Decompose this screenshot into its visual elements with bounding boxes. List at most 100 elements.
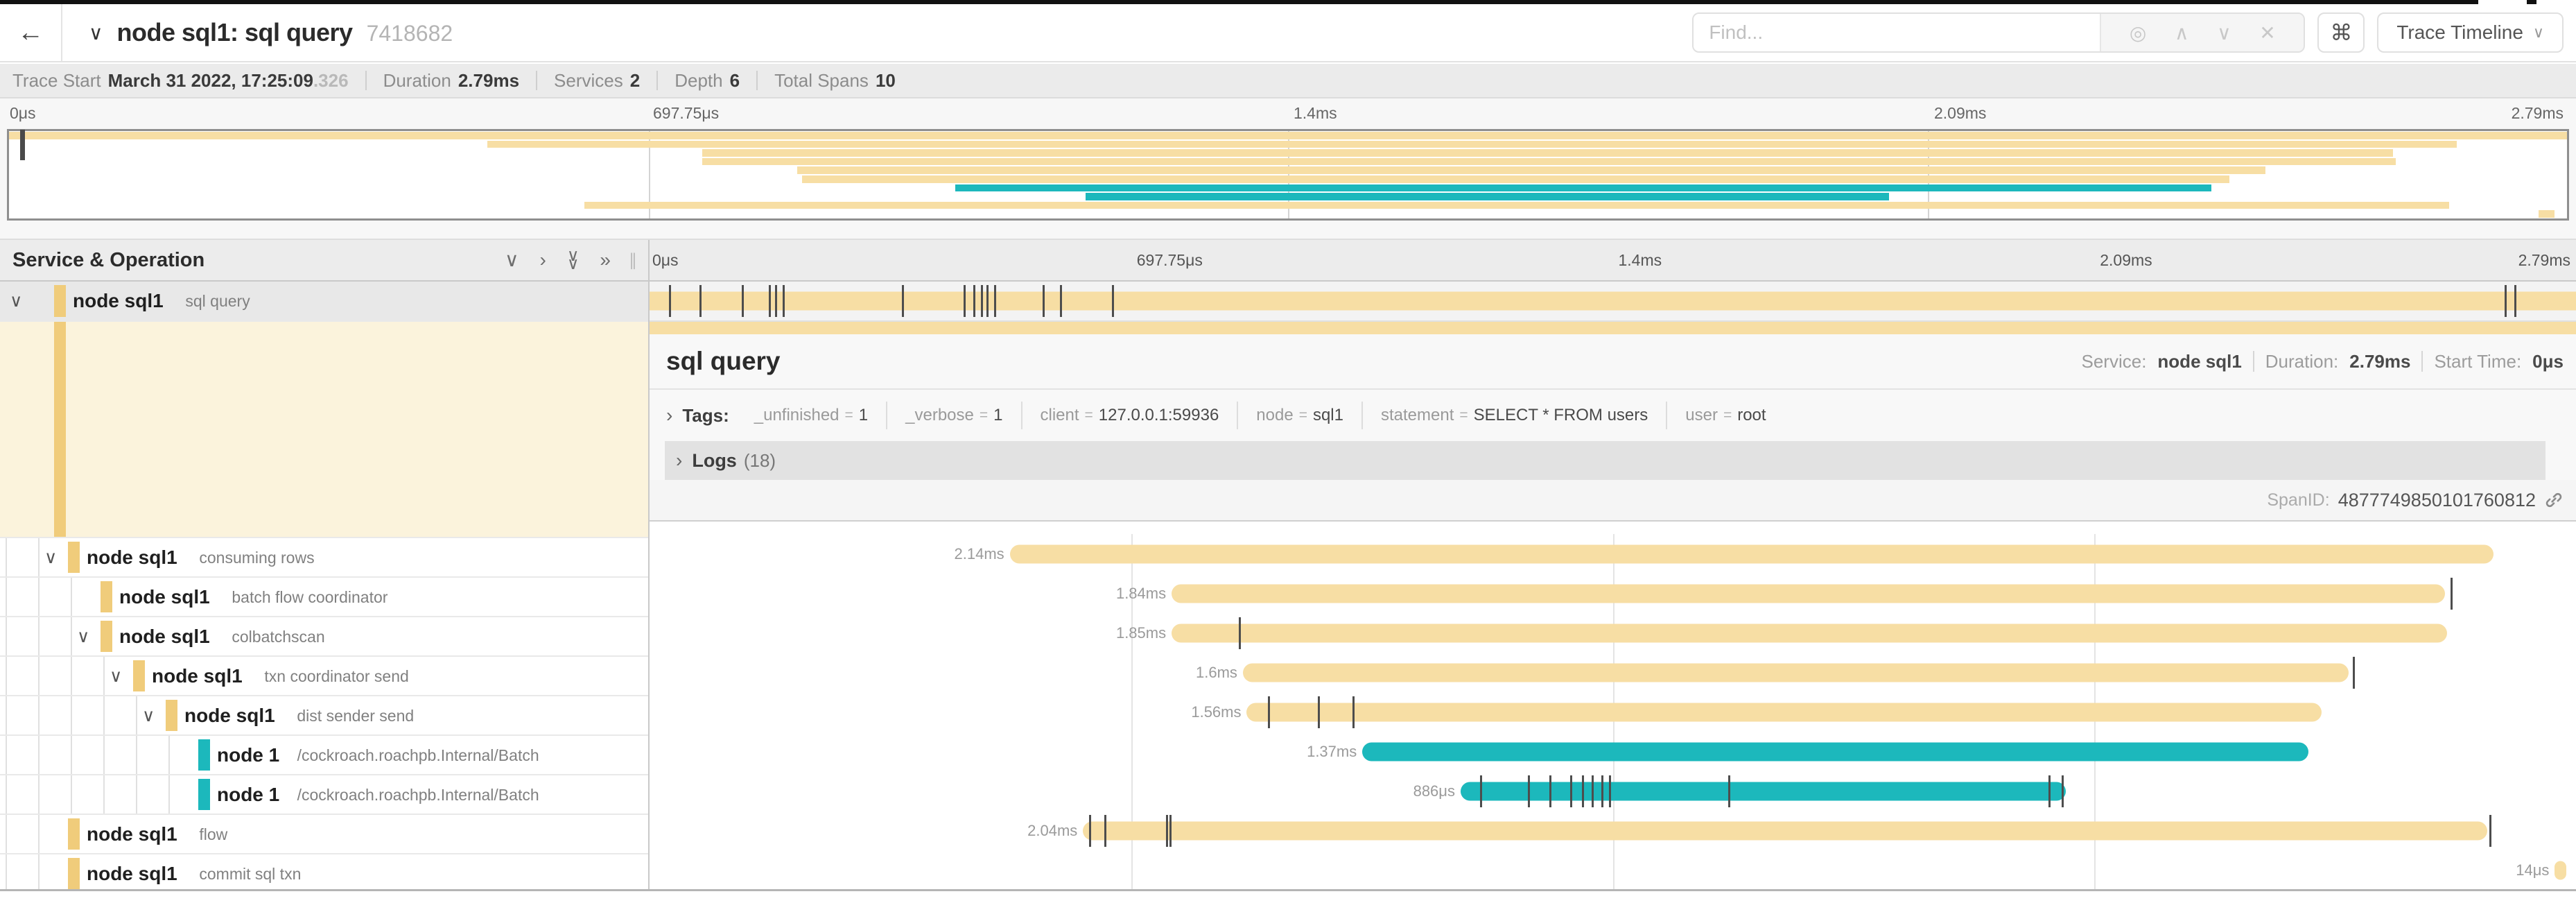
link-icon[interactable] — [2544, 490, 2564, 510]
span-tree-row[interactable]: node 1/cockroach.roachpb.Internal/Batch — [0, 775, 648, 815]
tag-item[interactable]: _verbose = 1 — [887, 402, 1022, 429]
timeline-span-row[interactable]: 1.84ms — [650, 574, 2576, 613]
span-service-name: node sql1 — [184, 704, 275, 726]
minimap-canvas[interactable] — [7, 129, 2569, 221]
span-detail-left-tint — [0, 322, 648, 538]
chevron-down-icon[interactable]: ∨ — [44, 547, 58, 567]
tag-item[interactable]: client = 127.0.0.1:59936 — [1022, 402, 1239, 429]
tag-equals: = — [1723, 407, 1732, 423]
log-marker-tick — [1591, 775, 1594, 807]
chevron-down-icon[interactable]: ∨ — [110, 666, 123, 686]
tag-item[interactable]: statement = SELECT * FROM users — [1363, 402, 1668, 429]
span-tree-row[interactable]: ∨ node sql1 colbatchscan — [0, 617, 648, 657]
span-duration-bar[interactable] — [1246, 703, 2322, 721]
span-color-bar — [68, 542, 80, 573]
span-duration-bar[interactable] — [2555, 861, 2567, 879]
span-duration-bar[interactable] — [1083, 821, 2488, 840]
next-result-icon[interactable]: ∨ — [2217, 22, 2231, 44]
log-marker-tick — [782, 285, 785, 317]
span-duration-label: 1.85ms — [1115, 624, 1167, 642]
minimap-ruler: 0μs 697.75μs 1.4ms 2.09ms 2.79ms — [7, 104, 2569, 126]
span-tree-row[interactable]: node sql1 flow — [0, 815, 648, 854]
span-duration-label: 1.37ms — [1307, 742, 1357, 760]
collapse-all-icon[interactable]: ∨ — [505, 249, 519, 270]
chevron-down-icon[interactable]: ∨ — [142, 705, 155, 725]
tree-indent-guide — [6, 538, 7, 576]
span-duration-bar[interactable] — [650, 291, 2576, 311]
service-value: node sql1 — [2157, 350, 2242, 372]
tag-item[interactable]: node = sql1 — [1238, 402, 1363, 429]
span-duration-bar[interactable] — [1460, 782, 2066, 800]
column-divider[interactable] — [648, 240, 650, 889]
tree-indent-guide — [38, 617, 40, 655]
minimap-span-bar — [702, 157, 2396, 166]
chevron-right-icon[interactable]: › — [666, 404, 673, 426]
span-tree-row[interactable]: ∨ node sql1 sql query — [0, 282, 648, 322]
ruler-tick-label: 1.4ms — [1294, 104, 1337, 122]
span-operation-name: flow — [199, 825, 228, 843]
span-tree-row[interactable]: ∨ node sql1 consuming rows — [0, 538, 648, 578]
log-marker-tick — [1169, 814, 1172, 847]
timeline-span-row[interactable] — [650, 282, 2576, 322]
summary-label: Duration — [383, 69, 451, 91]
chevron-down-icon[interactable]: ∨ — [77, 626, 90, 646]
timeline-span-row[interactable]: 14μs — [650, 850, 2576, 889]
minimap-span-row — [9, 175, 2567, 184]
tree-indent-guide — [6, 617, 7, 655]
tree-indent-guide — [6, 578, 7, 616]
view-selector-button[interactable]: Trace Timeline ∨ — [2377, 12, 2564, 53]
timeline-span-row[interactable]: 1.37ms — [650, 732, 2576, 771]
span-tree-row[interactable]: node sql1 commit sql txn — [0, 854, 648, 889]
logs-section[interactable]: › Logs (18) — [665, 441, 2545, 480]
service-label: Service: — [2081, 350, 2147, 372]
timeline-span-row[interactable]: 2.14ms — [650, 534, 2576, 574]
keyboard-shortcuts-button[interactable]: ⌘ — [2317, 12, 2365, 53]
ruler-tick-label: 1.4ms — [1618, 251, 1662, 269]
timeline-span-row[interactable]: 1.6ms — [650, 653, 2576, 692]
back-button[interactable]: ← — [0, 4, 62, 61]
tree-indent-guide — [38, 815, 40, 853]
timeline-span-row[interactable]: 886μs — [650, 771, 2576, 811]
tag-item[interactable]: user = root — [1667, 402, 1784, 429]
expand-one-icon[interactable]: › — [539, 249, 546, 270]
timeline-span-row[interactable]: 2.04ms — [650, 811, 2576, 850]
span-tree-row[interactable]: ∨ node sql1 txn coordinator send — [0, 657, 648, 696]
log-marker-tick — [980, 285, 983, 317]
summary-value: 2.79ms — [458, 69, 520, 91]
ruler-tick-label: 2.79ms — [2511, 104, 2564, 122]
trace-title-group[interactable]: ∨ node sql1: sql query 7418682 — [89, 18, 453, 47]
log-marker-tick — [1479, 775, 1482, 807]
tag-item[interactable]: _unfinished = 1 — [736, 402, 888, 429]
timeline-span-row[interactable]: 1.85ms — [650, 613, 2576, 653]
log-marker-tick — [1352, 696, 1355, 728]
span-duration-bar[interactable] — [1362, 742, 2308, 761]
expand-all-icon[interactable]: » — [600, 249, 611, 270]
span-duration-bar[interactable] — [1172, 584, 2445, 603]
chevron-down-icon[interactable]: ∨ — [89, 22, 103, 44]
chevron-right-icon[interactable]: › — [676, 449, 683, 471]
tags-section[interactable]: › Tags: _unfinished = 1 _verbose = 1 client = 12… — [650, 390, 2576, 441]
chevron-down-icon[interactable]: ∨ — [10, 291, 23, 311]
panel-resize-grabber[interactable]: ∥ — [629, 250, 638, 270]
span-duration-bar[interactable] — [1242, 663, 2349, 682]
span-duration-bar[interactable] — [1172, 624, 2447, 642]
minimap-drag-handle[interactable] — [20, 130, 25, 160]
clear-search-icon[interactable]: ✕ — [2259, 22, 2276, 44]
top-progress-track — [0, 0, 2576, 4]
tree-indent-guide — [71, 775, 72, 814]
locate-icon[interactable]: ◎ — [2129, 22, 2147, 44]
ruler-tick-label: 2.79ms — [2518, 251, 2570, 269]
timeline-span-row[interactable]: 1.56ms — [650, 692, 2576, 732]
prev-result-icon[interactable]: ∧ — [2174, 22, 2189, 44]
collapse-deep-icon[interactable]: ∨ ∨ — [566, 246, 580, 273]
span-duration-bar[interactable] — [1009, 544, 2494, 563]
log-marker-tick — [1088, 814, 1091, 847]
log-marker-tick — [2048, 775, 2051, 807]
tree-indent-guide — [6, 815, 7, 853]
span-tree-row[interactable]: ∨ node sql1 dist sender send — [0, 696, 648, 736]
find-input[interactable] — [1694, 14, 2100, 51]
summary-label: Services — [554, 69, 623, 91]
span-tree-row[interactable]: node 1/cockroach.roachpb.Internal/Batch — [0, 736, 648, 775]
span-tree-row[interactable]: node sql1 batch flow coordinator — [0, 578, 648, 617]
log-marker-tick — [2514, 285, 2517, 317]
